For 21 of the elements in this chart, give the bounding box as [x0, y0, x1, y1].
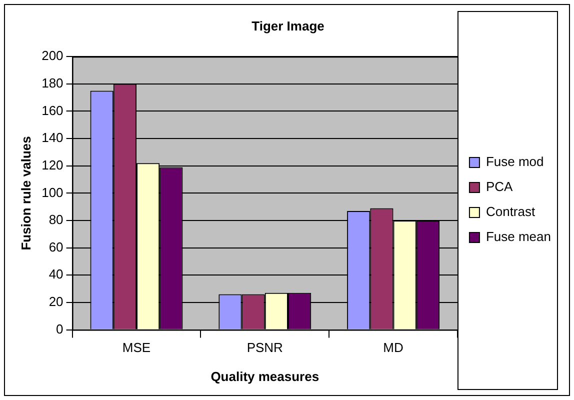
legend-label: Fuse mean: [486, 229, 552, 244]
y-tick-label: 160: [42, 102, 64, 118]
x-axis-title: Quality measures: [210, 368, 320, 384]
x-tick-label: PSNR: [246, 340, 283, 356]
y-tick-label: 80: [48, 212, 64, 228]
chart-title: Tiger Image: [252, 18, 324, 34]
y-tick-label: 0: [56, 321, 64, 336]
y-axis-title: Fusion rule values: [18, 136, 34, 250]
y-tick-label: 180: [42, 76, 64, 90]
x-tick-label: MSE: [122, 340, 151, 356]
y-tick-label: 20: [48, 294, 64, 310]
y-tick-label: 60: [48, 239, 64, 254]
y-tick-label: 200: [42, 48, 64, 64]
y-tick-label: 40: [48, 266, 64, 282]
legend-label: PCA: [486, 179, 514, 194]
legend-label: Contrast: [486, 204, 536, 220]
y-tick-label: 140: [42, 130, 64, 146]
x-tick-label: MD: [383, 340, 404, 356]
legend-label: Fuse mod: [486, 154, 544, 170]
y-tick-label: 100: [42, 184, 64, 200]
y-tick-label: 120: [42, 157, 64, 172]
